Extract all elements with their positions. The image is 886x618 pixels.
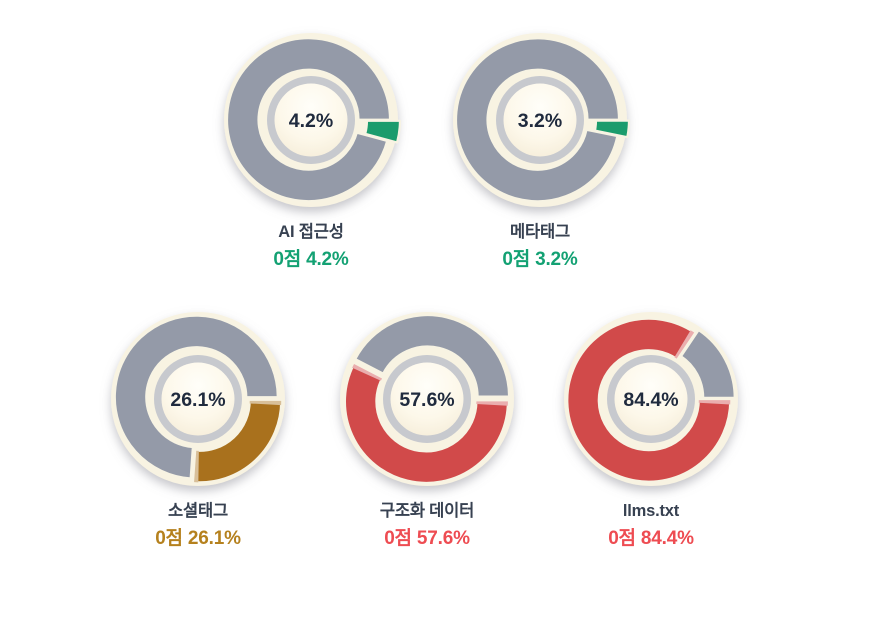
chart-title: 메타태그	[510, 223, 570, 241]
donut-center-label: 84.4%	[623, 389, 678, 411]
donut-center-label: 4.2%	[289, 110, 333, 132]
chart-title: 구조화 데이터	[379, 502, 475, 520]
donut-center	[274, 83, 348, 157]
donut-slice-highlight	[698, 400, 731, 405]
chart-card-social-tags: 26.1% 소셜태그 0점 26.1%	[83, 294, 313, 551]
donut-slice-highlight	[249, 400, 282, 406]
donut-slice-highlight	[476, 401, 508, 406]
donut-chart-svg: 84.4%	[564, 312, 738, 486]
chart-score-label: 0점 26.1%	[155, 528, 241, 549]
donut-center	[161, 362, 235, 436]
donut-slice-value	[593, 119, 631, 139]
donut-slice-remainder	[454, 37, 621, 203]
donut-center-label: 3.2%	[518, 110, 562, 132]
chart-score-label: 0점 84.4%	[608, 528, 694, 549]
donut-chart-svg: 26.1%	[111, 312, 285, 486]
donut-center	[390, 362, 464, 436]
donut-center-label: 57.6%	[399, 389, 454, 411]
donut-slice-remainder	[225, 37, 392, 203]
donut-slice-highlight	[674, 330, 695, 359]
donut-slice-highlight	[352, 363, 382, 381]
chart-title: llms.txt	[622, 502, 680, 520]
donut-chart: 57.6%	[322, 294, 532, 504]
donut-slice-remainder	[113, 314, 279, 480]
chart-score-label: 0점 4.2%	[273, 249, 349, 270]
donut-chart: 3.2%	[435, 15, 645, 225]
donut-chart: 26.1%	[93, 294, 303, 504]
donut-slice-value	[364, 119, 402, 144]
donut-slice-value	[343, 362, 510, 484]
donut-slice-value	[192, 399, 283, 484]
chart-card-structured-data: 57.6% 구조화 데이터 0점 57.6%	[312, 294, 542, 551]
chart-score-label: 0점 3.2%	[502, 249, 578, 270]
chart-card-llms-txt: 84.4% llms.txt 0점 84.4%	[536, 294, 766, 551]
donut-slice-remainder	[354, 313, 511, 398]
donut-slice-remainder	[679, 329, 736, 399]
chart-title: 소셜태그	[168, 502, 228, 520]
donut-slice-value	[566, 317, 732, 483]
chart-score-label: 0점 57.6%	[384, 528, 470, 549]
donut-chart-svg: 3.2%	[453, 33, 631, 207]
chart-card-ai-accessibility: 4.2% AI 접근성 0점 4.2%	[196, 15, 426, 272]
donut-chart: 84.4%	[546, 294, 756, 504]
donut-center	[614, 362, 688, 436]
donut-chart: 4.2%	[206, 15, 416, 225]
donut-chart-svg: 57.6%	[340, 312, 514, 486]
chart-card-meta-tags: 3.2% 메타태그 0점 3.2%	[425, 15, 655, 272]
donut-slice-highlight	[194, 450, 199, 483]
donut-center-label: 26.1%	[170, 389, 225, 411]
donut-chart-svg: 4.2%	[224, 33, 402, 207]
donut-center	[503, 83, 577, 157]
chart-title: AI 접근성	[278, 223, 344, 241]
